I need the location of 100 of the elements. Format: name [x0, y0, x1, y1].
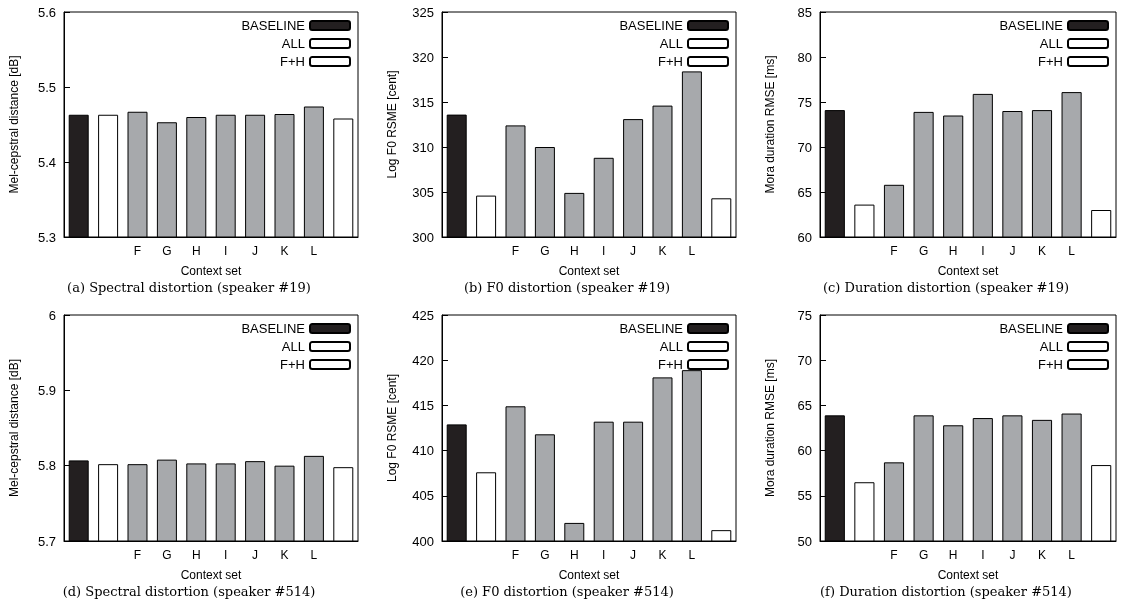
y-tick-label: 60 — [797, 229, 812, 245]
y-axis-title: Log F0 RSME [cent] — [385, 373, 399, 483]
legend-label: BASELINE — [619, 18, 684, 33]
x-tick-label: K — [658, 244, 667, 258]
x-tick-label: I — [602, 244, 606, 258]
y-tick-label: 80 — [797, 49, 812, 65]
y-axis-title: Log F0 RSME [cent] — [385, 70, 399, 179]
y-axis-title: Mora duration RMSE [ms] — [763, 358, 777, 498]
legend-label: ALL — [1039, 36, 1063, 51]
legend-label: BASELINE — [241, 18, 306, 33]
legend-label: ALL — [281, 36, 305, 51]
x-tick-label: J — [252, 548, 259, 562]
y-tick-label: 410 — [412, 443, 434, 459]
legend-label: BASELINE — [999, 321, 1064, 336]
x-axis-title: Context set — [937, 264, 1000, 278]
legend-label: F+H — [658, 357, 683, 372]
x-tick-label: F — [890, 548, 898, 562]
x-tick-label: I — [981, 548, 985, 562]
y-tick-label: 310 — [412, 139, 434, 155]
x-tick-label: H — [569, 548, 579, 562]
y-tick-label: 60 — [797, 443, 812, 459]
x-tick-label: L — [688, 548, 696, 562]
legend-label: ALL — [1039, 339, 1063, 354]
x-tick-label: K — [658, 548, 667, 562]
x-tick-label: J — [1009, 548, 1016, 562]
legend-label: F+H — [280, 357, 305, 372]
legend-label: BASELINE — [241, 321, 306, 336]
y-tick-label: 425 — [412, 307, 434, 323]
x-tick-label: I — [224, 548, 228, 562]
y-tick-label: 50 — [797, 533, 812, 549]
y-tick-label: 300 — [412, 229, 434, 245]
x-tick-label: I — [224, 244, 228, 258]
x-tick-label: G — [162, 244, 172, 258]
legend-label: F+H — [280, 54, 305, 69]
x-axis-title: Context set — [558, 568, 621, 582]
x-tick-label: L — [1068, 244, 1076, 258]
y-tick-label: 320 — [412, 49, 434, 65]
y-tick-label: 65 — [797, 397, 812, 413]
x-tick-label: G — [918, 548, 929, 562]
text: (d) Spectral distortion (speaker #514) — [62, 584, 316, 599]
x-tick-label: J — [252, 244, 259, 258]
x-tick-label: F — [511, 244, 520, 258]
y-tick-label: 5.7 — [37, 533, 56, 549]
y-axis-title: Mel-cepstral distance [dB] — [7, 55, 21, 194]
y-axis-title: Mora duration RMSE [ms] — [763, 55, 777, 194]
x-tick-label: H — [191, 244, 201, 258]
y-tick-label: 400 — [412, 533, 434, 549]
y-tick-label: 65 — [797, 184, 812, 200]
text: (f) Duration distortion (speaker #514) — [820, 584, 1072, 599]
y-tick-label: 75 — [797, 307, 812, 323]
x-tick-label: H — [569, 244, 579, 258]
x-tick-label: K — [280, 548, 289, 562]
text: (a) Spectral distortion (speaker #19) — [67, 280, 311, 295]
legend-label: ALL — [659, 36, 683, 51]
text: (c) Duration distortion (speaker #19) — [822, 280, 1070, 295]
x-tick-label: H — [191, 548, 201, 562]
legend-label: F+H — [1038, 54, 1063, 69]
x-tick-label: G — [162, 548, 172, 562]
x-axis-title: Context set — [558, 264, 621, 278]
x-tick-label: H — [948, 244, 958, 258]
legend-label: BASELINE — [999, 18, 1064, 33]
x-tick-label: I — [981, 244, 985, 258]
x-tick-label: L — [310, 244, 318, 258]
y-tick-label: 85 — [797, 4, 812, 20]
y-tick-label: 55 — [797, 488, 812, 504]
y-tick-label: 415 — [412, 397, 434, 413]
x-tick-label: L — [688, 244, 696, 258]
text: (e) F0 distortion (speaker #514) — [460, 584, 674, 599]
y-tick-label: 305 — [412, 184, 434, 200]
x-tick-label: K — [280, 244, 289, 258]
x-tick-label: J — [630, 548, 637, 562]
y-tick-label: 5.3 — [37, 229, 56, 245]
x-tick-label: G — [918, 244, 929, 258]
text: (b) F0 distortion (speaker #19) — [463, 280, 671, 295]
y-axis-title: Mel-cepstral distance [dB] — [7, 358, 21, 498]
x-tick-label: J — [1009, 244, 1016, 258]
x-tick-label: K — [1037, 244, 1047, 258]
legend-label: ALL — [281, 339, 305, 354]
y-tick-label: 70 — [797, 352, 812, 368]
x-tick-label: G — [540, 548, 550, 562]
y-tick-label: 5.6 — [37, 4, 56, 20]
x-tick-label: I — [602, 548, 606, 562]
y-tick-label: 75 — [797, 94, 812, 110]
x-tick-label: F — [133, 244, 142, 258]
y-tick-label: 5.4 — [37, 154, 56, 170]
y-tick-label: 6 — [48, 307, 56, 323]
y-tick-label: 325 — [412, 4, 434, 20]
x-tick-label: L — [310, 548, 318, 562]
legend-label: BASELINE — [619, 321, 684, 336]
x-tick-label: K — [1037, 548, 1047, 562]
x-axis-title: Context set — [937, 568, 1000, 582]
y-tick-label: 5.9 — [37, 382, 56, 398]
legend-label: F+H — [1038, 357, 1063, 372]
x-tick-label: L — [1068, 548, 1076, 562]
x-axis-title: Context set — [180, 264, 243, 278]
legend-label: ALL — [659, 339, 683, 354]
y-tick-label: 70 — [797, 139, 812, 155]
x-tick-label: F — [890, 244, 898, 258]
legend-label: F+H — [658, 54, 683, 69]
x-tick-label: F — [511, 548, 520, 562]
